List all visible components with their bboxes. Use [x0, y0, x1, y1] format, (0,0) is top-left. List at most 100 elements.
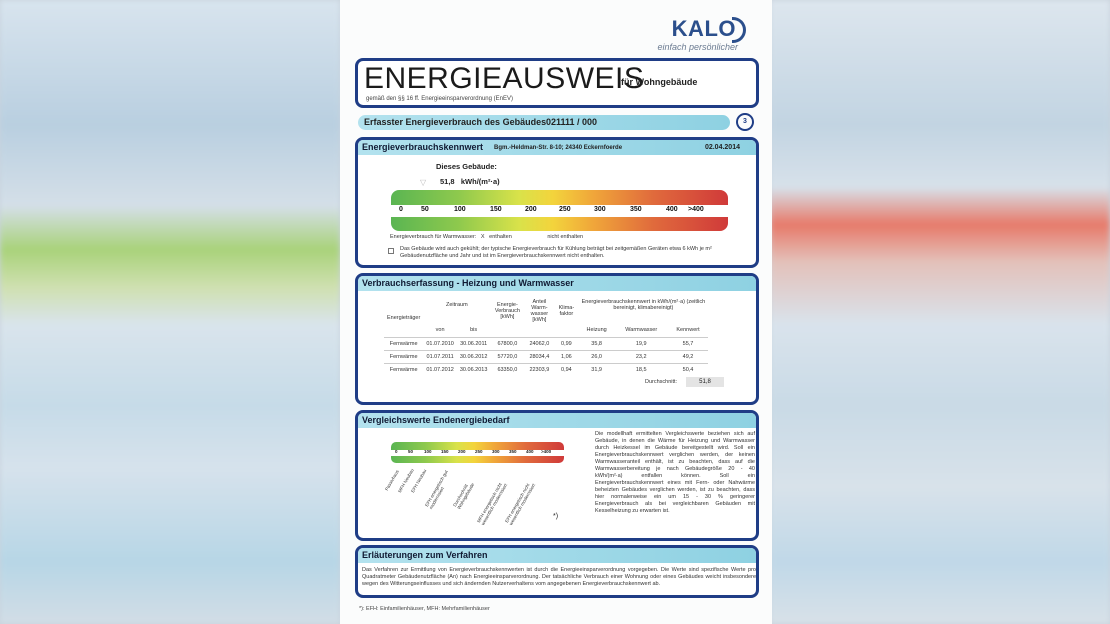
warmwasser-line: Energieverbrauch für Warmwasser: X entha…: [390, 234, 583, 240]
scale-tick: >400: [688, 206, 704, 213]
vergleich-section: Vergleichswerte Endenergiebedarf 0 50 10…: [355, 410, 759, 541]
header-von: von: [435, 327, 445, 334]
consumption-table: Zeitraum Energie-Verbrauch [kWh] Anteil …: [384, 298, 709, 376]
scale-tick: 100: [454, 206, 466, 213]
header-klimafaktor: Klima-faktor: [558, 305, 575, 317]
building-value-unit: kWh/(m²·a): [460, 177, 500, 186]
section-title: Erläuterungen zum Verfahren: [362, 550, 488, 560]
section-title: Vergleichswerte Endenergiebedarf: [362, 415, 510, 425]
section-header: Erläuterungen zum Verfahren: [358, 548, 756, 563]
background-blur-left: [0, 0, 340, 624]
issue-date: 02.04.2014: [704, 144, 740, 151]
building-address: Bgm.-Heldman-Str. 8-10; 24340 Eckernfoer…: [494, 145, 623, 151]
kalo-logo: KALO einfach persönlicher: [650, 12, 750, 52]
erlaeuterung-text: Das Verfahren zur Ermittlung von Energie…: [362, 567, 756, 587]
section-bar-number: 021111 / 000: [546, 117, 598, 127]
title-box: ENERGIEAUSWEIS für Wohngebäude gemäß den…: [355, 58, 759, 108]
scale-tick: 50: [408, 449, 414, 454]
comparison-explanation: Die modellhaft ermittelten Vergleichswer…: [595, 431, 755, 514]
scale-tick: 400: [666, 206, 678, 213]
footnote-marker: *): [553, 513, 559, 520]
section-title: Energieverbrauchskennwert: [362, 142, 484, 152]
table-row: Fernwärme 01.07.2010 30.06.2011 67800,0 …: [384, 336, 709, 350]
scale-tick: 300: [492, 449, 500, 454]
table-cell: 63350,0: [490, 362, 525, 376]
table-cell: 01.07.2010: [423, 336, 457, 350]
logo-tagline: einfach persönlicher: [657, 42, 738, 52]
header-kennwerte: Energieverbrauchskennwert in kWh/(m²·a) …: [581, 298, 706, 311]
table-cell: 28034,4: [524, 349, 555, 363]
table-cell: 30.06.2013: [456, 362, 491, 376]
table-cell: 01.07.2012: [423, 362, 457, 376]
table-cell: 0,99: [554, 336, 579, 350]
table-header-row: Energieträger: [384, 311, 708, 324]
kennwert-section: Energieverbrauchskennwert Bgm.-Heldman-S…: [355, 137, 759, 268]
building-label: Dieses Gebäude:: [436, 162, 497, 171]
average-label: Durchschnitt:: [645, 379, 678, 385]
scale-tick: 250: [559, 206, 571, 213]
table-cell: 30.06.2011: [456, 336, 491, 350]
table-cell: 23,2: [614, 349, 668, 363]
reference-label: Durchschnitt Wohngebäude: [452, 482, 476, 510]
scale-tick: 0: [399, 206, 403, 213]
header-energietraeger: Energieträger: [387, 314, 421, 321]
header-kennwert: Kennwert: [676, 327, 700, 334]
scale-tick: 300: [594, 206, 606, 213]
table-cell: 35,8: [578, 336, 615, 350]
section-header: Vergleichswerte Endenergiebedarf: [358, 413, 756, 428]
scale-tick: 100: [424, 449, 432, 454]
comparison-scale: 0 50 100 150 200 250 300 350 400 >400: [391, 442, 564, 463]
table-cell: 57720,0: [490, 349, 525, 363]
page-number-badge: 3: [736, 113, 754, 131]
header-warmwasser: Warmwasser: [625, 327, 658, 334]
scale-tick: >400: [541, 449, 552, 454]
scale-tick: 350: [630, 206, 642, 213]
verbrauch-section: Verbrauchserfassung - Heizung und Warmwa…: [355, 273, 759, 405]
table-header-row: Zeitraum Energie-Verbrauch [kWh] Anteil …: [384, 298, 708, 324]
section-header: Verbrauchserfassung - Heizung und Warmwa…: [358, 276, 756, 291]
header-bis: bis: [470, 327, 478, 334]
table-cell: 0,94: [554, 362, 579, 376]
scale-tick: 50: [421, 206, 429, 213]
table-cell: 50,4: [667, 362, 709, 376]
building-value: 51,8 kWh/(m²·a): [440, 177, 500, 186]
cooling-checkbox: [388, 248, 394, 254]
table-cell: 24062,0: [524, 336, 555, 350]
scale-tick: 200: [525, 206, 537, 213]
table-row: Fernwärme 01.07.2012 30.06.2013 63350,0 …: [384, 362, 709, 376]
table-cell: 31,9: [578, 362, 615, 376]
average-value: 51,8: [686, 377, 724, 387]
table-cell: 22303,9: [524, 362, 555, 376]
section-bar: Erfasster Energieverbrauch des Gebäudes …: [358, 115, 730, 130]
scale-tick: 350: [509, 449, 517, 454]
section-bar-label: Erfasster Energieverbrauch des Gebäudes: [364, 117, 547, 127]
table-cell: 55,7: [667, 336, 709, 350]
scale-tick: 150: [490, 206, 502, 213]
warmwasser-checkbox-mark: X: [480, 234, 485, 240]
table-cell: 19,9: [614, 336, 668, 350]
header-heizung: Heizung: [586, 327, 607, 334]
value-marker-icon: ▽: [420, 178, 427, 187]
section-title: Verbrauchserfassung - Heizung und Warmwa…: [362, 278, 574, 288]
warmwasser-label: Energieverbrauch für Warmwasser:: [390, 234, 477, 240]
scale-tick: 200: [458, 449, 466, 454]
nicht-enthalten-label: nicht enthalten: [547, 234, 584, 240]
scale-tick: 400: [526, 449, 534, 454]
erlaeuterung-section: Erläuterungen zum Verfahren Das Verfahre…: [355, 545, 759, 598]
table-cell: 30.06.2012: [456, 349, 491, 363]
header-energieverbrauch: Energie-Verbrauch [kWh]: [494, 302, 520, 320]
building-value-number: 51,8: [440, 177, 455, 186]
background-blur-right: [770, 0, 1110, 624]
table-header-row: von bis Heizung Warmwasser Kennwert: [384, 324, 708, 337]
energy-scale: 0 50 100 150 200 250 300 350 400 >400: [391, 190, 728, 231]
footnote: *): EFH: Einfamilienhäuser, MFH: Mehrfam…: [359, 606, 490, 612]
table-cell: 26,0: [578, 349, 615, 363]
table-cell: 01.07.2011: [423, 349, 457, 363]
enthalten-label: enthalten: [489, 234, 512, 240]
scale-tick: 150: [441, 449, 449, 454]
table-cell: 49,2: [667, 349, 709, 363]
scale-label-band: [391, 205, 728, 217]
title-subtitle: gemäß den §§ 16 ff. Energieeinsparverord…: [366, 96, 513, 102]
table-cell: 67800,0: [490, 336, 525, 350]
header-anteil-warmwasser: Anteil Warm-wasser [kWh]: [530, 299, 549, 323]
